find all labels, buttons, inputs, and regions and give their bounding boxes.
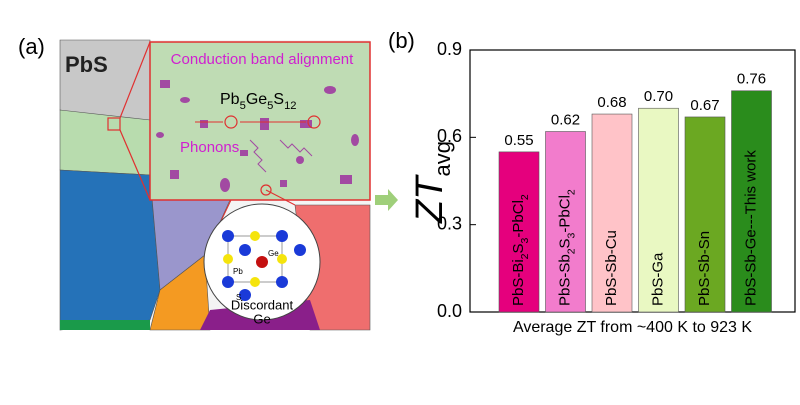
zoom-line (119, 129, 151, 201)
electron (224, 115, 238, 129)
y-label-main: ZT (409, 174, 451, 224)
precipitates (156, 80, 359, 192)
value-label: 0.55 (504, 132, 533, 149)
formula: Pb5Ge5S12 (220, 91, 297, 112)
value-label: 0.62 (551, 111, 580, 128)
atom-label: Pb (233, 267, 243, 276)
discordant-label: Discordant (231, 297, 294, 312)
arrow (375, 189, 398, 211)
plot-frame (469, 49, 796, 313)
zoom-origin (260, 184, 272, 196)
value-label: 0.68 (597, 94, 626, 111)
category-label: PbS-Sb-Sn (696, 231, 713, 306)
y-axis-label: ZTavg (409, 141, 455, 224)
material-label: PbS (65, 52, 108, 77)
value-label: 0.70 (644, 88, 673, 105)
electron (307, 115, 321, 129)
grain (59, 109, 151, 176)
bar (591, 113, 633, 313)
discordant-label: Ge (253, 311, 270, 326)
category-label: PbS-Bi2S3-PbCl2 (510, 194, 531, 306)
y-tick-label: 0.0 (437, 301, 462, 321)
category-label: PbS-Sb-Ge---This work (742, 150, 759, 306)
bar (545, 131, 586, 313)
band-label: Conduction band alignment (171, 51, 354, 68)
value-label: 0.67 (690, 97, 719, 114)
schematic: (a) PbS Conduction band alignment Pb5Ge5… (18, 34, 371, 331)
y-tick-label: 0.9 (437, 39, 462, 59)
atom-label: Ge (268, 249, 279, 258)
crystal (222, 230, 306, 301)
value-label: 0.76 (737, 71, 766, 88)
bar (498, 151, 540, 313)
phonons-label: Phonons (180, 139, 239, 156)
x-axis-label: Average ZT from ~400 K to 923 K (513, 319, 752, 336)
category-label: PbS-Ga (649, 252, 666, 306)
y-tick-label: 0.6 (437, 126, 462, 146)
bar (731, 90, 772, 313)
bar (638, 107, 679, 313)
phonon-wave (249, 139, 313, 173)
atom-label: S (236, 293, 241, 302)
y-label-sub: avg (430, 141, 455, 176)
bar (684, 116, 726, 313)
category-label: PbS-Sb2S3-PbCl2 (556, 189, 577, 306)
panel-label: (a) (18, 34, 45, 59)
category-label: PbS-Sb-Cu (603, 230, 620, 306)
grain (60, 320, 150, 330)
y-tick-label: 0.3 (437, 213, 462, 233)
panel-label: (b) (388, 28, 415, 53)
zoom-line (119, 41, 151, 119)
zoom-origin (107, 117, 121, 131)
grain (59, 169, 161, 331)
